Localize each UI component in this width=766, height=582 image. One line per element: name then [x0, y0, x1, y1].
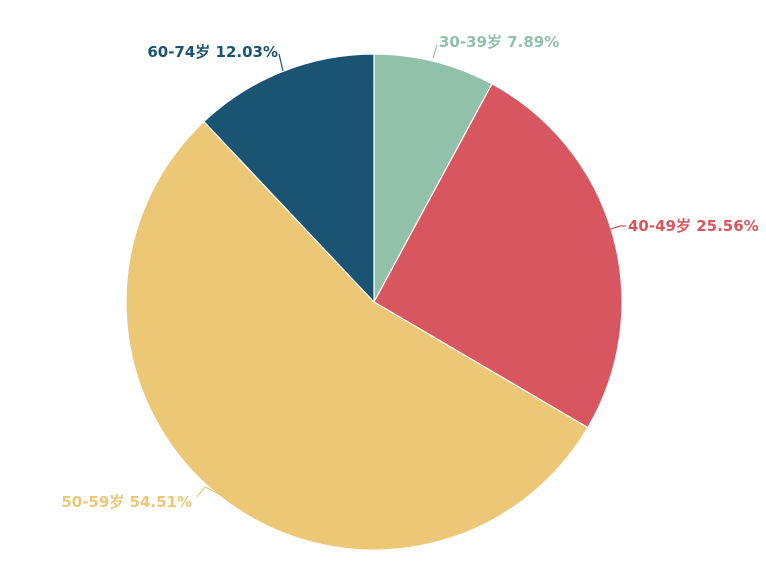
- pie-slice-60-74岁: [203, 53, 375, 304]
- label-leader-lines: [196, 44, 626, 498]
- pie-slice-40-49岁: [373, 83, 623, 429]
- leader-line-30-39岁: [432, 44, 438, 59]
- slice-label-30-39岁: 30-39岁 7.89%: [439, 33, 559, 51]
- slice-labels: 30-39岁 7.89% 40-49岁 25.56% 50-59岁 54.51% 60…: [61, 33, 758, 511]
- pie-slices: [125, 53, 623, 551]
- leader-line-40-49岁: [607, 225, 626, 231]
- slice-label-60-74岁: 60-74岁 12.03%: [147, 43, 278, 61]
- leader-line-50-59岁: [196, 486, 220, 498]
- pie-slice-30-39岁: [373, 53, 493, 303]
- slice-label-50-59岁: 50-59岁 54.51%: [61, 493, 192, 511]
- pie-slice-50-59岁: [125, 120, 589, 551]
- slice-label-40-49岁: 40-49岁 25.56%: [628, 217, 759, 235]
- leader-line-60-74岁: [278, 53, 284, 72]
